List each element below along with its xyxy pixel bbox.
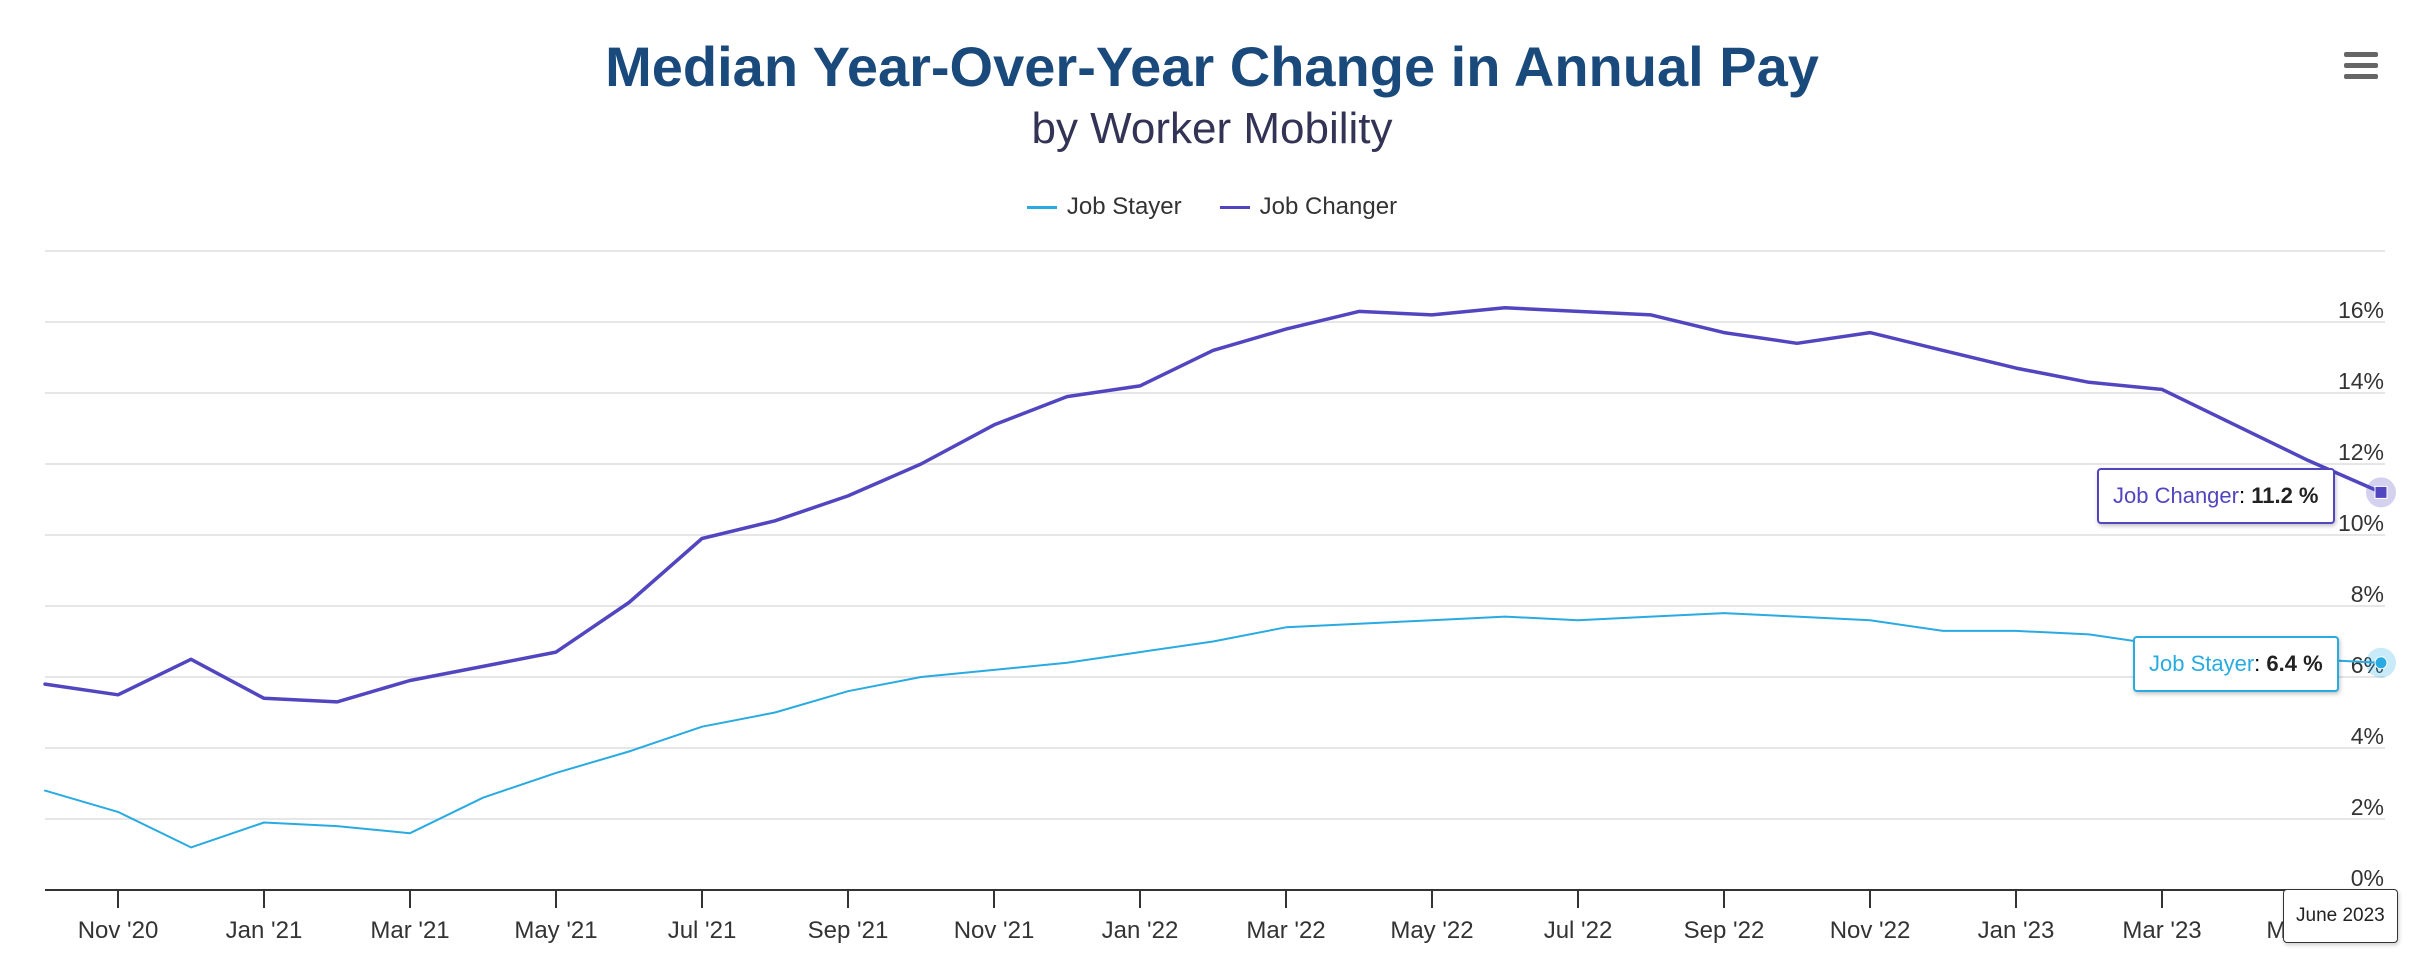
legend-item-job-stayer[interactable]: Job Stayer xyxy=(1026,193,1182,221)
series-line-job-changer[interactable] xyxy=(43,306,2383,704)
legend-item-job-changer[interactable]: Job Changer xyxy=(1219,193,1398,221)
hover-markers xyxy=(2366,477,2396,678)
y-tick-label: 14% xyxy=(2338,368,2384,394)
legend-swatch-job-changer xyxy=(1219,205,1250,209)
tooltip-value: 6.4 % xyxy=(2266,651,2323,676)
legend: Job Stayer Job Changer xyxy=(0,193,2424,221)
x-tick-label: May '21 xyxy=(514,917,597,944)
tooltip-series-name: Job Changer xyxy=(2113,483,2239,508)
tooltip-job-stayer: Job Stayer: 6.4 % xyxy=(2133,636,2339,692)
x-tick-label: Sep '22 xyxy=(1684,917,1765,944)
legend-label-job-stayer: Job Stayer xyxy=(1066,193,1182,220)
tooltip-separator: : xyxy=(2254,651,2267,676)
y-tick-label: 16% xyxy=(2338,297,2384,323)
x-tick-label: Sep '21 xyxy=(808,917,889,944)
y-tick-label: 0% xyxy=(2351,865,2384,891)
marker-job-stayer[interactable] xyxy=(2374,656,2388,670)
hamburger-menu-icon[interactable] xyxy=(2344,52,2378,82)
legend-swatch-job-stayer xyxy=(1026,205,1057,209)
y-tick-label: 10% xyxy=(2338,510,2384,536)
tooltip-date: June 2023 xyxy=(2283,889,2398,943)
x-axis xyxy=(45,889,2385,908)
x-tick-label: Jul '22 xyxy=(1544,917,1613,944)
x-tick-label: Mar '23 xyxy=(2122,917,2201,944)
legend-label-job-changer: Job Changer xyxy=(1259,193,1398,220)
x-tick-label: May '22 xyxy=(1390,917,1473,944)
x-tick-label: Jan '22 xyxy=(1102,917,1179,944)
x-tick-label: Jan '21 xyxy=(226,917,303,944)
x-tick-label: Jan '23 xyxy=(1978,917,2055,944)
series-lines xyxy=(43,306,2383,849)
x-tick-label: Jul '21 xyxy=(668,917,737,944)
y-tick-labels: 0%2%4%6%8%10%12%14%16% xyxy=(2338,297,2384,891)
x-tick-label: Nov '20 xyxy=(78,917,159,944)
y-tick-label: 12% xyxy=(2338,439,2384,465)
tooltip-job-changer: Job Changer: 11.2 % xyxy=(2097,468,2335,524)
y-tick-label: 2% xyxy=(2351,794,2384,820)
grid-lines xyxy=(45,250,2385,820)
series-line-job-stayer[interactable] xyxy=(44,612,2382,849)
y-tick-label: 4% xyxy=(2351,723,2384,749)
x-tick-label: Mar '21 xyxy=(370,917,449,944)
tooltip-separator: : xyxy=(2238,483,2252,508)
x-tick-label: Nov '22 xyxy=(1830,917,1911,944)
x-tick-label: Mar '22 xyxy=(1246,917,1325,944)
chart-subtitle: by Worker Mobility xyxy=(1031,104,1393,153)
x-tick-labels: Nov '20 Jan '21 Mar '21 May '21 Jul '21 Sep '… xyxy=(78,917,2350,944)
tooltip-series-name: Job Stayer xyxy=(2149,651,2255,676)
chart-title: Median Year-Over-Year Change in Annual P… xyxy=(605,35,1819,98)
y-tick-label: 8% xyxy=(2351,581,2384,607)
tooltip-value: 11.2 % xyxy=(2251,483,2319,508)
x-tick-label: Nov '21 xyxy=(954,917,1035,944)
marker-job-changer[interactable] xyxy=(2374,485,2388,499)
